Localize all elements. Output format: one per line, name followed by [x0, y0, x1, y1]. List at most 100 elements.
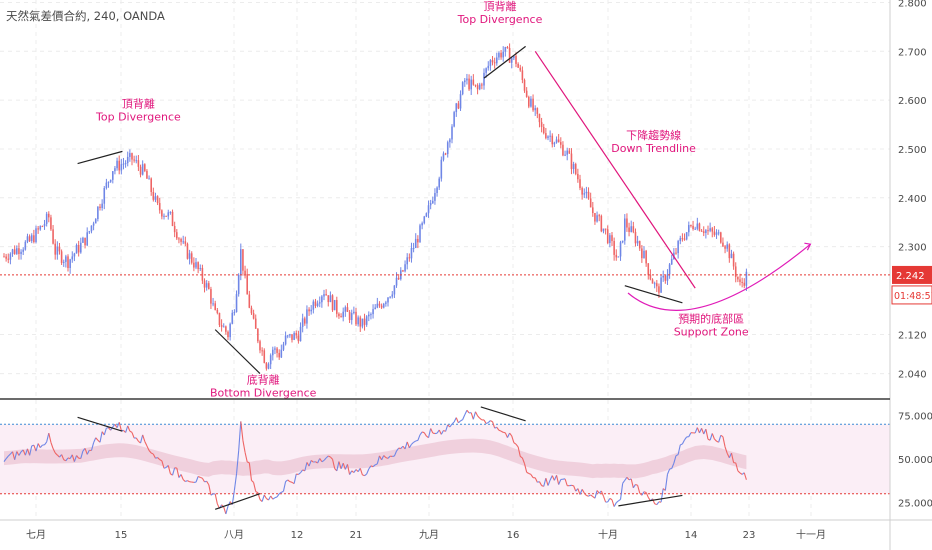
oscillator-segment [150, 452, 154, 455]
candle-body [265, 362, 268, 369]
oscillator-segment [144, 441, 148, 447]
candle-body [62, 261, 65, 263]
oscillator-segment [93, 437, 97, 443]
candle-body [427, 205, 430, 214]
oscillator-segment [688, 432, 692, 437]
annotation-text: 底背離 [247, 372, 280, 386]
price-tick-label: 2.500 [898, 145, 927, 156]
candle-body [297, 335, 300, 342]
candle-body [382, 303, 385, 308]
candle-body [459, 94, 462, 109]
price-tick-label: 2.600 [898, 96, 927, 107]
oscillator-segment [244, 452, 248, 463]
oscillator-segment [310, 459, 314, 463]
candle-body [549, 135, 551, 137]
candle-body [45, 213, 48, 224]
oscillator-segment [596, 490, 600, 494]
candle-body [216, 310, 219, 313]
candle-body [615, 254, 618, 258]
candle-body [592, 207, 594, 213]
candle-body [197, 262, 199, 270]
candle-body [114, 168, 116, 172]
oscillator-divergence-line [618, 494, 683, 507]
oscillator-band [0, 424, 890, 494]
candle-body [293, 333, 295, 340]
oscillator-segment [306, 462, 310, 467]
oscillator-segment [185, 480, 188, 483]
candle-body [440, 159, 443, 179]
candle-body [675, 252, 677, 254]
candle-body [374, 307, 376, 310]
candle-body [611, 235, 613, 242]
candle-body [327, 295, 330, 303]
top-divergence-line [77, 150, 123, 165]
candle-body [291, 334, 293, 340]
oscillator-segment [637, 485, 641, 494]
candle-body [483, 72, 485, 86]
candle-body [231, 312, 234, 324]
oscillator-segment [537, 481, 540, 483]
oscillator-segment [466, 409, 470, 414]
price-tick-label: 2.300 [898, 243, 927, 254]
candle-body [470, 79, 472, 90]
oscillator-segment [353, 469, 357, 473]
oscillator-segment [626, 476, 630, 481]
oscillator-segment [588, 494, 591, 497]
candle-body [453, 112, 455, 127]
candle-body [28, 236, 31, 242]
oscillator-segment [652, 498, 656, 505]
oscillator-segment [52, 448, 56, 454]
candle-body [734, 266, 737, 277]
candle-body [523, 79, 526, 91]
candle-body [387, 297, 389, 303]
candle-body [333, 300, 336, 311]
candle-body [643, 250, 645, 259]
candle-body [538, 113, 541, 123]
oscillator-segment [187, 480, 190, 483]
oscillator-segment [421, 431, 425, 434]
candle-body [188, 253, 191, 259]
oscillator-segment [635, 483, 638, 486]
candle-body [133, 159, 135, 161]
candle-body [71, 256, 74, 260]
candle-body [218, 312, 221, 325]
candle-body [120, 164, 123, 171]
oscillator-segment [84, 448, 88, 455]
candle-body [628, 227, 630, 232]
candle-body [583, 193, 586, 195]
candle-body [658, 286, 660, 293]
candle-body [222, 326, 225, 328]
oscillator-segment [317, 458, 321, 464]
candle-body [86, 232, 88, 246]
candle-body [395, 277, 398, 286]
oscillator-segment [526, 471, 530, 474]
oscillator-segment [176, 467, 180, 478]
candle-body [163, 215, 165, 217]
candle-body [692, 225, 694, 230]
price-candles [3, 43, 748, 371]
oscillator-segment [298, 472, 301, 475]
oscillator-segment [498, 429, 502, 432]
candle-body [30, 235, 33, 242]
candle-body [557, 139, 560, 143]
oscillator-segment [54, 452, 58, 456]
candle-body [449, 139, 451, 143]
candle-body [263, 350, 266, 363]
candle-body [314, 301, 317, 306]
candle-body [660, 277, 662, 293]
candle-body [186, 243, 189, 259]
candle-body [414, 238, 417, 249]
candle-body [408, 257, 411, 259]
candle-body [506, 47, 509, 49]
oscillator-segment [24, 448, 28, 456]
oscillator-segment [660, 488, 664, 503]
oscillator-segment [285, 479, 289, 482]
oscillator-segment [534, 477, 538, 483]
candle-body [220, 324, 223, 327]
candle-body [210, 289, 212, 304]
oscillator-segment [12, 451, 16, 460]
candle-body [103, 188, 106, 204]
oscillator-segment [586, 494, 589, 497]
oscillator-segment [517, 446, 521, 457]
candle-body [370, 314, 372, 316]
